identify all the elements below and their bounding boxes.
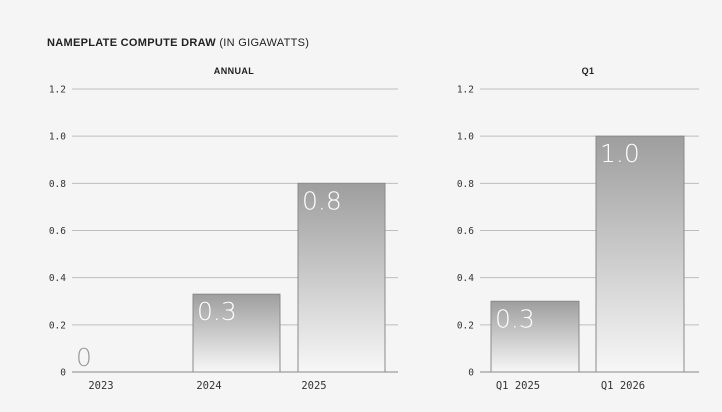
x-category-label: Q1 2026 — [601, 380, 645, 392]
bar-data-label: 1.0 — [600, 139, 640, 168]
chart-title-bold: NAMEPLATE COMPUTE DRAW — [47, 37, 216, 49]
x-category-label: 2025 — [301, 380, 326, 392]
y-tick-label: 1.0 — [457, 132, 474, 143]
bar — [490, 300, 580, 373]
y-tick-label: 1.0 — [49, 132, 66, 143]
y-tick-label: 0.6 — [457, 226, 474, 237]
y-tick-label: 0.4 — [457, 273, 474, 284]
bar — [297, 182, 386, 373]
chart-title-unit: (IN GIGAWATTS) — [219, 37, 310, 49]
x-category-label: Q1 2025 — [496, 380, 540, 392]
y-tick-label: 0 — [468, 368, 474, 379]
y-tick-label: 0.2 — [457, 320, 474, 331]
bar-data-label: 0.3 — [495, 304, 535, 333]
bar-data-label: 0 — [76, 343, 92, 372]
x-category-label: 2023 — [88, 380, 113, 392]
panel-title: ANNUAL — [214, 66, 254, 76]
bar — [595, 135, 685, 373]
y-tick-label: 0.8 — [49, 179, 66, 190]
y-tick-label: 0.2 — [49, 320, 66, 331]
bar — [192, 293, 281, 373]
y-tick-label: 0.4 — [49, 273, 66, 284]
y-tick-label: 1.2 — [457, 85, 474, 96]
x-category-label: 2024 — [196, 380, 221, 392]
chart-title: NAMEPLATE COMPUTE DRAW (IN GIGAWATTS) — [47, 37, 309, 49]
y-tick-label: 0.8 — [457, 179, 474, 190]
y-tick-label: 0 — [60, 368, 66, 379]
bar-data-label: 0.8 — [302, 186, 342, 215]
panel-title: Q1 — [582, 66, 595, 76]
y-tick-label: 1.2 — [49, 85, 66, 96]
y-tick-label: 0.6 — [49, 226, 66, 237]
bar-data-label: 0.3 — [197, 297, 237, 326]
